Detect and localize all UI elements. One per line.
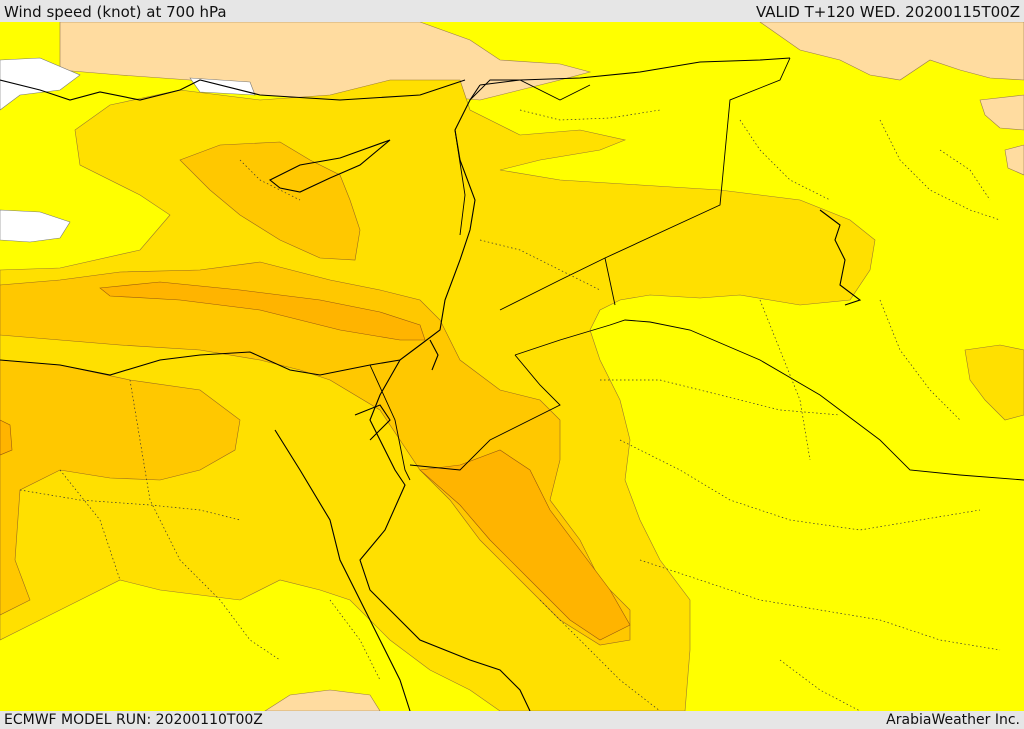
wind-speed-map[interactable]: [0, 22, 1024, 711]
wind-zone-moderate-east: [964, 344, 1024, 421]
wind-zone-peach-east: [979, 94, 1024, 131]
map-footer: ECMWF MODEL RUN: 20200110T00Z ArabiaWeat…: [0, 711, 1024, 729]
map-title: Wind speed (knot) at 700 hPa: [4, 3, 227, 21]
wind-zone-calm-3: [0, 57, 81, 111]
internal-borders: [19, 109, 1001, 711]
wind-zone-fresh-west: [0, 359, 241, 616]
wind-zone-peach-east2: [1004, 144, 1024, 176]
map-header: Wind speed (knot) at 700 hPa VALID T+120…: [0, 0, 1024, 22]
wind-zone-fresh-north: [179, 141, 361, 261]
country-borders: [369, 57, 1024, 481]
wind-zone-calm-1: [0, 209, 71, 243]
wind-zone-peach-northeast: [759, 22, 1024, 81]
wind-zone-strong-west: [0, 419, 13, 456]
wind-zone-calm-4: [189, 77, 256, 96]
wind-zone-strong-core: [99, 281, 426, 341]
valid-time: VALID T+120 WED. 20200115T00Z: [755, 3, 1020, 21]
wind-zone-strong-south: [419, 449, 631, 641]
wind-zone-peach-south: [264, 689, 381, 711]
credit: ArabiaWeather Inc.: [886, 712, 1020, 728]
model-run: ECMWF MODEL RUN: 20200110T00Z: [4, 712, 263, 728]
